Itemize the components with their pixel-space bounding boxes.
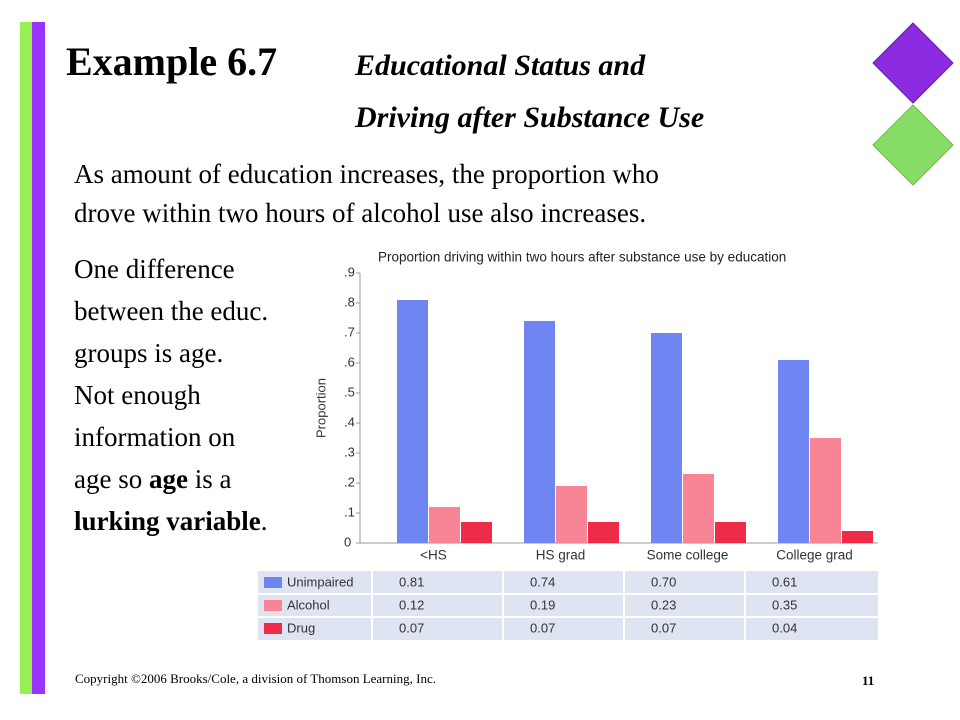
chart-title: Proportion driving within two hours afte… (378, 250, 786, 265)
footer: Copyright ©2006 Brooks/Cole, a division … (75, 671, 436, 686)
table-value: 0.07 (651, 620, 676, 635)
bar (397, 300, 428, 543)
table-value: 0.35 (772, 597, 797, 612)
y-axis-label: Proportion (313, 378, 328, 438)
table-value: 0.61 (772, 574, 797, 589)
side-text: Not enough (74, 380, 201, 410)
side-text-part: age (149, 464, 188, 494)
y-tick-label: .2 (344, 474, 355, 489)
legend-label: Drug (287, 620, 315, 635)
side-text: groups is age. (74, 338, 223, 368)
y-tick-label: .8 (344, 294, 355, 309)
table-value: 0.19 (530, 597, 555, 612)
subtitle: Driving after Substance Use (354, 101, 704, 134)
legend-label: Alcohol (287, 597, 330, 612)
side-text-part: groups is age. (74, 338, 223, 368)
diamond-green (872, 104, 954, 186)
bar (429, 507, 460, 543)
y-tick-label: .3 (344, 444, 355, 459)
legend-swatch (264, 577, 282, 588)
table-value: 0.74 (530, 574, 555, 589)
legend-label: Unimpaired (287, 574, 353, 589)
x-tick-label: HS grad (536, 548, 586, 563)
bar (683, 474, 714, 543)
legend-swatch (264, 600, 282, 611)
side-text-part: age so (74, 464, 149, 494)
intro-text: drove within two hours of alcohol use al… (74, 198, 646, 228)
y-tick-label: .9 (344, 264, 355, 279)
x-tick-label: College grad (776, 548, 853, 563)
x-tick-label: Some college (647, 548, 729, 563)
x-tick-label: <HS (420, 548, 447, 563)
subtitle: Educational Status and (354, 49, 646, 82)
y-tick-label: .1 (344, 504, 355, 519)
table-value: 0.81 (399, 574, 424, 589)
table-bg (258, 571, 878, 640)
bar (810, 438, 841, 543)
side-text-part: One difference (74, 254, 235, 284)
bar (524, 321, 555, 543)
bar (778, 360, 809, 543)
bar (588, 522, 619, 543)
side-text: lurking variable. (74, 506, 268, 536)
bar (651, 333, 682, 543)
side-text-part: lurking variable (74, 506, 261, 536)
side-text-part: information on (74, 422, 236, 452)
table-value: 0.04 (772, 620, 797, 635)
title: Example 6.7 (66, 39, 277, 84)
left-bar-accent (32, 22, 45, 694)
y-tick-label: .4 (344, 414, 355, 429)
side-text-part: is a (188, 464, 232, 494)
y-tick-label: 0 (344, 534, 351, 549)
bar (715, 522, 746, 543)
bar (556, 486, 587, 543)
side-text: age so age is a (74, 464, 231, 494)
table-value: 0.07 (399, 620, 424, 635)
y-tick-label: .5 (344, 384, 355, 399)
bar (842, 531, 873, 543)
page-number: 11 (862, 673, 874, 688)
side-text-part: Not enough (74, 380, 201, 410)
intro-text: As amount of education increases, the pr… (74, 159, 659, 189)
side-text: information on (74, 422, 236, 452)
y-tick-label: .6 (344, 354, 355, 369)
left-bar (20, 22, 32, 694)
legend-swatch (264, 623, 282, 634)
side-text-part: between the educ. (74, 296, 268, 326)
table-value: 0.12 (399, 597, 424, 612)
table-value: 0.70 (651, 574, 676, 589)
y-tick-label: .7 (344, 324, 355, 339)
side-text-part: . (261, 506, 268, 536)
side-text: between the educ. (74, 296, 268, 326)
diamond-purple (872, 22, 954, 104)
side-text: One difference (74, 254, 235, 284)
bar (461, 522, 492, 543)
table-value: 0.23 (651, 597, 676, 612)
table-value: 0.07 (530, 620, 555, 635)
